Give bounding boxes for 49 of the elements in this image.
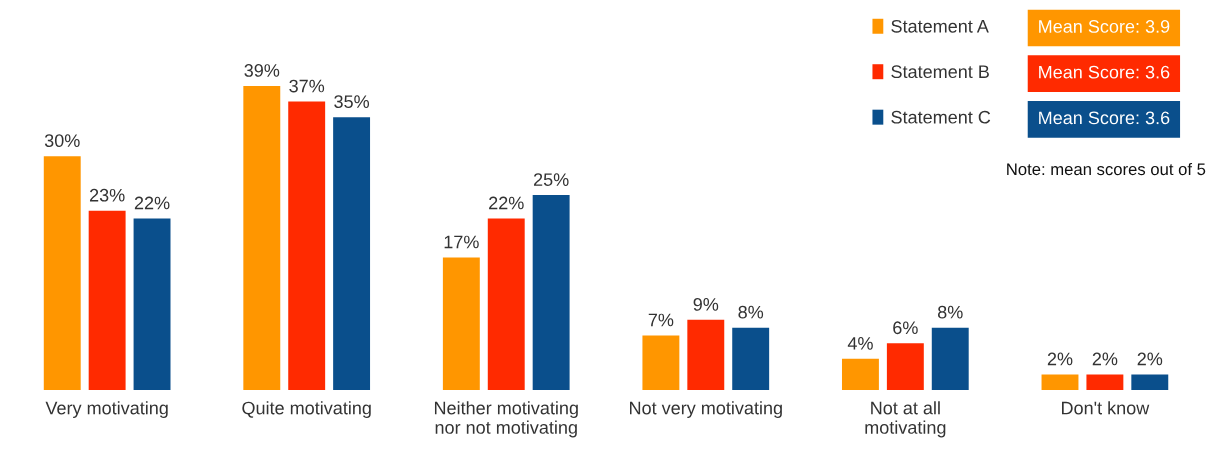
- text: Mean Score: 3.9: [1039, 20, 1170, 33]
- data-label: 7%: [648, 313, 674, 327]
- bar: [1041, 374, 1079, 391]
- x-tick-label: Quite motivating: [242, 401, 371, 418]
- data-label: 6%: [893, 321, 918, 335]
- data-label: 2%: [1047, 352, 1073, 366]
- data-label: 39%: [244, 64, 280, 77]
- x-tick-label: Not at all motivating: [865, 401, 946, 438]
- data-label: 35%: [334, 95, 370, 109]
- legend-label: Statement B: [891, 65, 989, 79]
- bar: [243, 85, 281, 391]
- data-label: 2%: [1092, 352, 1118, 366]
- data-label: 25%: [533, 173, 569, 186]
- bar: [1131, 374, 1169, 391]
- bar: [687, 319, 725, 391]
- bar: [88, 210, 126, 391]
- legend-label: Statement A: [891, 19, 989, 33]
- bar: [532, 195, 570, 391]
- data-label: 9%: [693, 297, 719, 311]
- bar: [288, 101, 326, 391]
- data-label: 22%: [489, 196, 524, 210]
- data-label: 37%: [289, 79, 325, 93]
- data-label: 8%: [738, 305, 764, 319]
- bar: [732, 327, 770, 391]
- bar: [1086, 374, 1124, 391]
- data-label: 22%: [134, 196, 170, 210]
- bar: [487, 218, 525, 391]
- bar: [642, 335, 680, 391]
- x-tick-label: Don't know: [1062, 401, 1150, 415]
- x-tick-label: Not very motivating: [630, 401, 782, 418]
- bar: [931, 327, 969, 391]
- x-tick-label: Very motivating: [45, 401, 168, 418]
- bar: [442, 257, 480, 391]
- bar: [43, 156, 81, 391]
- x-tick-label: Neither motivating nor not motivating: [434, 401, 578, 438]
- bar: [333, 117, 371, 391]
- data-label: 8%: [937, 305, 963, 319]
- bar: [133, 218, 171, 391]
- legend-label: Statement C: [891, 110, 991, 124]
- data-label: 23%: [89, 188, 125, 202]
- data-label: 17%: [444, 235, 479, 249]
- annotation: Note: mean scores out of 5: [1007, 162, 1206, 176]
- bar: [841, 358, 879, 391]
- data-label: 2%: [1137, 352, 1163, 366]
- bar: [886, 343, 924, 391]
- data-label: 4%: [847, 337, 873, 350]
- data-label: 30%: [44, 134, 80, 148]
- text: Mean Score: 3.6: [1039, 65, 1170, 79]
- annotation: Mean Score: 3.6: [1039, 111, 1170, 125]
